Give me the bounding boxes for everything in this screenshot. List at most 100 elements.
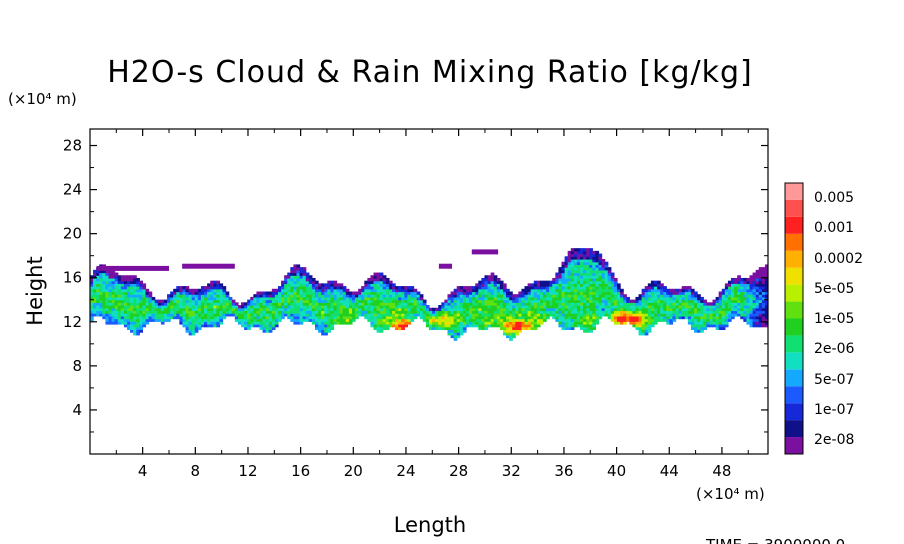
field-cell — [99, 280, 103, 284]
field-cell — [228, 307, 233, 312]
field-cell — [176, 296, 180, 301]
field-cell — [241, 313, 245, 317]
field-cell — [490, 324, 495, 328]
field-cell — [592, 302, 597, 306]
field-cell — [533, 294, 538, 298]
field-cell — [586, 280, 590, 284]
field-cell — [589, 321, 593, 325]
field-cell — [324, 302, 328, 306]
field-cell — [419, 302, 424, 306]
field-cell — [567, 267, 572, 271]
field-cell — [253, 313, 258, 317]
field-cell — [351, 299, 356, 303]
field-cell — [647, 315, 652, 320]
field-cell — [487, 291, 492, 295]
field-cell — [731, 283, 735, 287]
field-cell — [99, 294, 103, 298]
field-cell — [592, 280, 597, 284]
field-cell — [314, 296, 319, 301]
field-cell — [737, 299, 741, 303]
field-cell — [743, 302, 748, 306]
field-cell — [561, 321, 566, 325]
field-cell — [120, 296, 125, 301]
field-cell — [530, 286, 535, 290]
field-cell — [647, 302, 652, 306]
field-cell — [490, 307, 495, 312]
field-cell — [573, 302, 578, 306]
field-cell — [740, 280, 744, 284]
field-cell — [555, 318, 560, 322]
colorbar-label: 1e-07 — [814, 402, 854, 418]
field-cell — [422, 318, 427, 322]
field-cell — [302, 296, 307, 301]
field-cell — [379, 275, 384, 279]
field-cell — [700, 315, 704, 320]
y-tick-label: 16 — [63, 269, 82, 287]
field-cell — [108, 283, 113, 287]
field-cell — [299, 283, 304, 287]
field-cell — [447, 326, 452, 331]
field-cell — [496, 296, 501, 301]
field-cell — [392, 324, 396, 328]
field-cell — [536, 296, 541, 301]
field-cell — [515, 307, 519, 312]
field-cell — [435, 307, 439, 312]
field-cell — [564, 288, 569, 293]
colorbar-swatch — [785, 318, 803, 336]
field-cell — [219, 294, 224, 298]
field-cell — [598, 280, 603, 284]
field-cell — [170, 294, 174, 298]
field-cell — [139, 294, 143, 298]
field-cell — [385, 318, 390, 322]
field-cell — [441, 315, 446, 320]
field-cell — [453, 288, 458, 293]
field-cell — [487, 294, 492, 298]
field-cell — [539, 286, 544, 290]
field-cell — [521, 310, 526, 314]
field-cell — [478, 318, 482, 322]
field-cell — [709, 315, 714, 320]
field-cell — [675, 305, 680, 309]
field-cell — [709, 302, 714, 306]
field-cell — [641, 288, 646, 293]
field-cell — [700, 329, 704, 333]
field-cell — [321, 305, 325, 309]
field-cell — [185, 324, 190, 328]
field-cell — [583, 307, 587, 312]
field-cell — [663, 299, 667, 303]
field-cell — [506, 294, 510, 298]
field-cell — [241, 324, 245, 328]
field-cell — [623, 315, 627, 320]
field-cell — [518, 321, 523, 325]
field-cell — [370, 280, 375, 284]
field-cell — [613, 291, 618, 295]
field-cell — [456, 299, 461, 303]
field-cell — [379, 277, 384, 282]
field-cell — [669, 302, 674, 306]
field-cell — [108, 296, 113, 301]
field-cell — [271, 321, 276, 325]
field-cell — [99, 296, 103, 301]
field-cell — [635, 313, 640, 317]
field-cell — [416, 299, 421, 303]
field-cell — [496, 283, 501, 287]
field-cell — [734, 310, 738, 314]
field-cell — [305, 294, 310, 298]
field-cell — [259, 318, 264, 322]
field-cell — [299, 294, 304, 298]
field-cell — [345, 296, 350, 301]
field-cell — [379, 307, 384, 312]
field-cell — [644, 310, 649, 314]
field-cell — [355, 294, 359, 298]
field-cell — [379, 313, 384, 317]
field-cell — [314, 286, 319, 290]
field-cell — [179, 310, 184, 314]
field-cell — [502, 332, 507, 336]
field-cell — [752, 315, 757, 320]
field-cell — [330, 324, 335, 328]
field-cell — [296, 296, 301, 301]
field-cell — [749, 299, 754, 303]
field-cell — [724, 318, 729, 322]
colorbar-label: 2e-08 — [814, 432, 854, 448]
field-cell — [546, 310, 550, 314]
